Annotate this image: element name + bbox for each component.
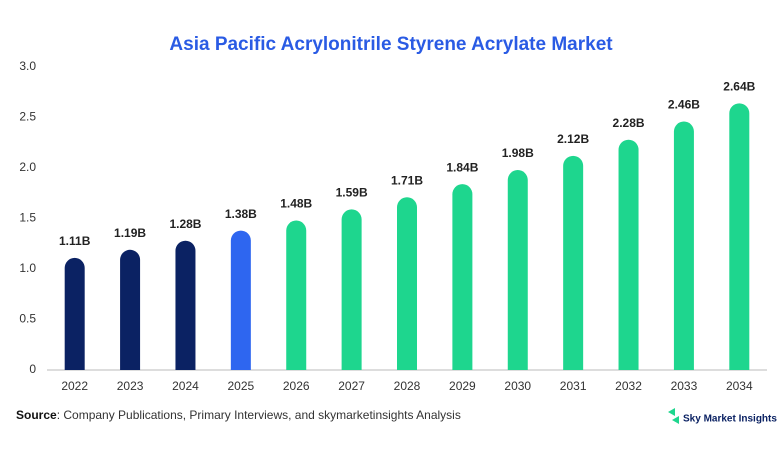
value-label: 1.59B <box>336 186 368 200</box>
x-tick-label: 2032 <box>615 379 642 393</box>
value-label: 1.28B <box>169 217 201 231</box>
source-label: Source <box>16 408 57 422</box>
x-tick-label: 2033 <box>671 379 698 393</box>
x-tick-label: 2034 <box>726 379 753 393</box>
bar <box>397 197 417 370</box>
bar <box>64 257 85 370</box>
y-tick-label: 2.5 <box>19 110 36 124</box>
y-tick-label: 1.0 <box>19 261 36 275</box>
value-label: 1.19B <box>114 226 146 240</box>
chart-title: Asia Pacific Acrylonitrile Styrene Acryl… <box>169 34 613 55</box>
value-label: 1.48B <box>280 197 312 211</box>
value-label: 1.98B <box>502 146 534 160</box>
value-label: 2.46B <box>668 98 700 112</box>
bar <box>286 220 307 370</box>
x-tick-label: 2031 <box>560 379 587 393</box>
value-label: 1.11B <box>59 234 91 248</box>
bar <box>341 209 362 370</box>
bar <box>729 103 750 371</box>
brand-icon <box>668 408 679 424</box>
x-tick-label: 2029 <box>449 379 476 393</box>
value-label: 1.38B <box>225 207 257 221</box>
x-tick-label: 2024 <box>172 379 199 393</box>
x-tick-label: 2030 <box>504 379 531 393</box>
bar <box>673 121 694 370</box>
value-label: 2.64B <box>723 80 755 94</box>
x-tick-label: 2028 <box>394 379 421 393</box>
y-tick-label: 0 <box>29 362 36 376</box>
x-tick-label: 2025 <box>227 379 254 393</box>
x-tick-label: 2027 <box>338 379 365 393</box>
value-label: 2.12B <box>557 132 589 146</box>
bar <box>618 139 639 370</box>
value-label: 2.28B <box>613 116 645 130</box>
x-tick-label: 2026 <box>283 379 310 393</box>
bar <box>120 249 141 370</box>
x-tick-label: 2022 <box>61 379 88 393</box>
bar <box>563 155 584 370</box>
value-label: 1.84B <box>446 160 478 174</box>
y-tick-label: 2.0 <box>19 160 36 174</box>
y-tick-label: 1.5 <box>19 211 36 225</box>
value-label: 1.71B <box>391 173 423 187</box>
bar <box>507 170 528 370</box>
x-tick-label: 2023 <box>117 379 144 393</box>
source: Source: Company Publications, Primary In… <box>16 408 461 422</box>
bar <box>452 184 473 370</box>
bar <box>230 230 251 370</box>
y-tick-label: 0.5 <box>19 312 36 326</box>
y-tick-label: 3.0 <box>19 59 36 73</box>
bar <box>175 240 196 370</box>
source-text: : Company Publications, Primary Intervie… <box>57 408 461 422</box>
brand: Sky Market Insights <box>683 414 777 425</box>
